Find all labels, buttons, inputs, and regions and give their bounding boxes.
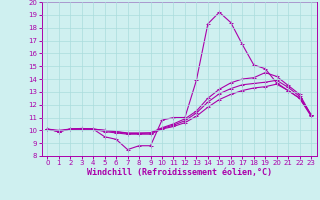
X-axis label: Windchill (Refroidissement éolien,°C): Windchill (Refroidissement éolien,°C) [87,168,272,177]
